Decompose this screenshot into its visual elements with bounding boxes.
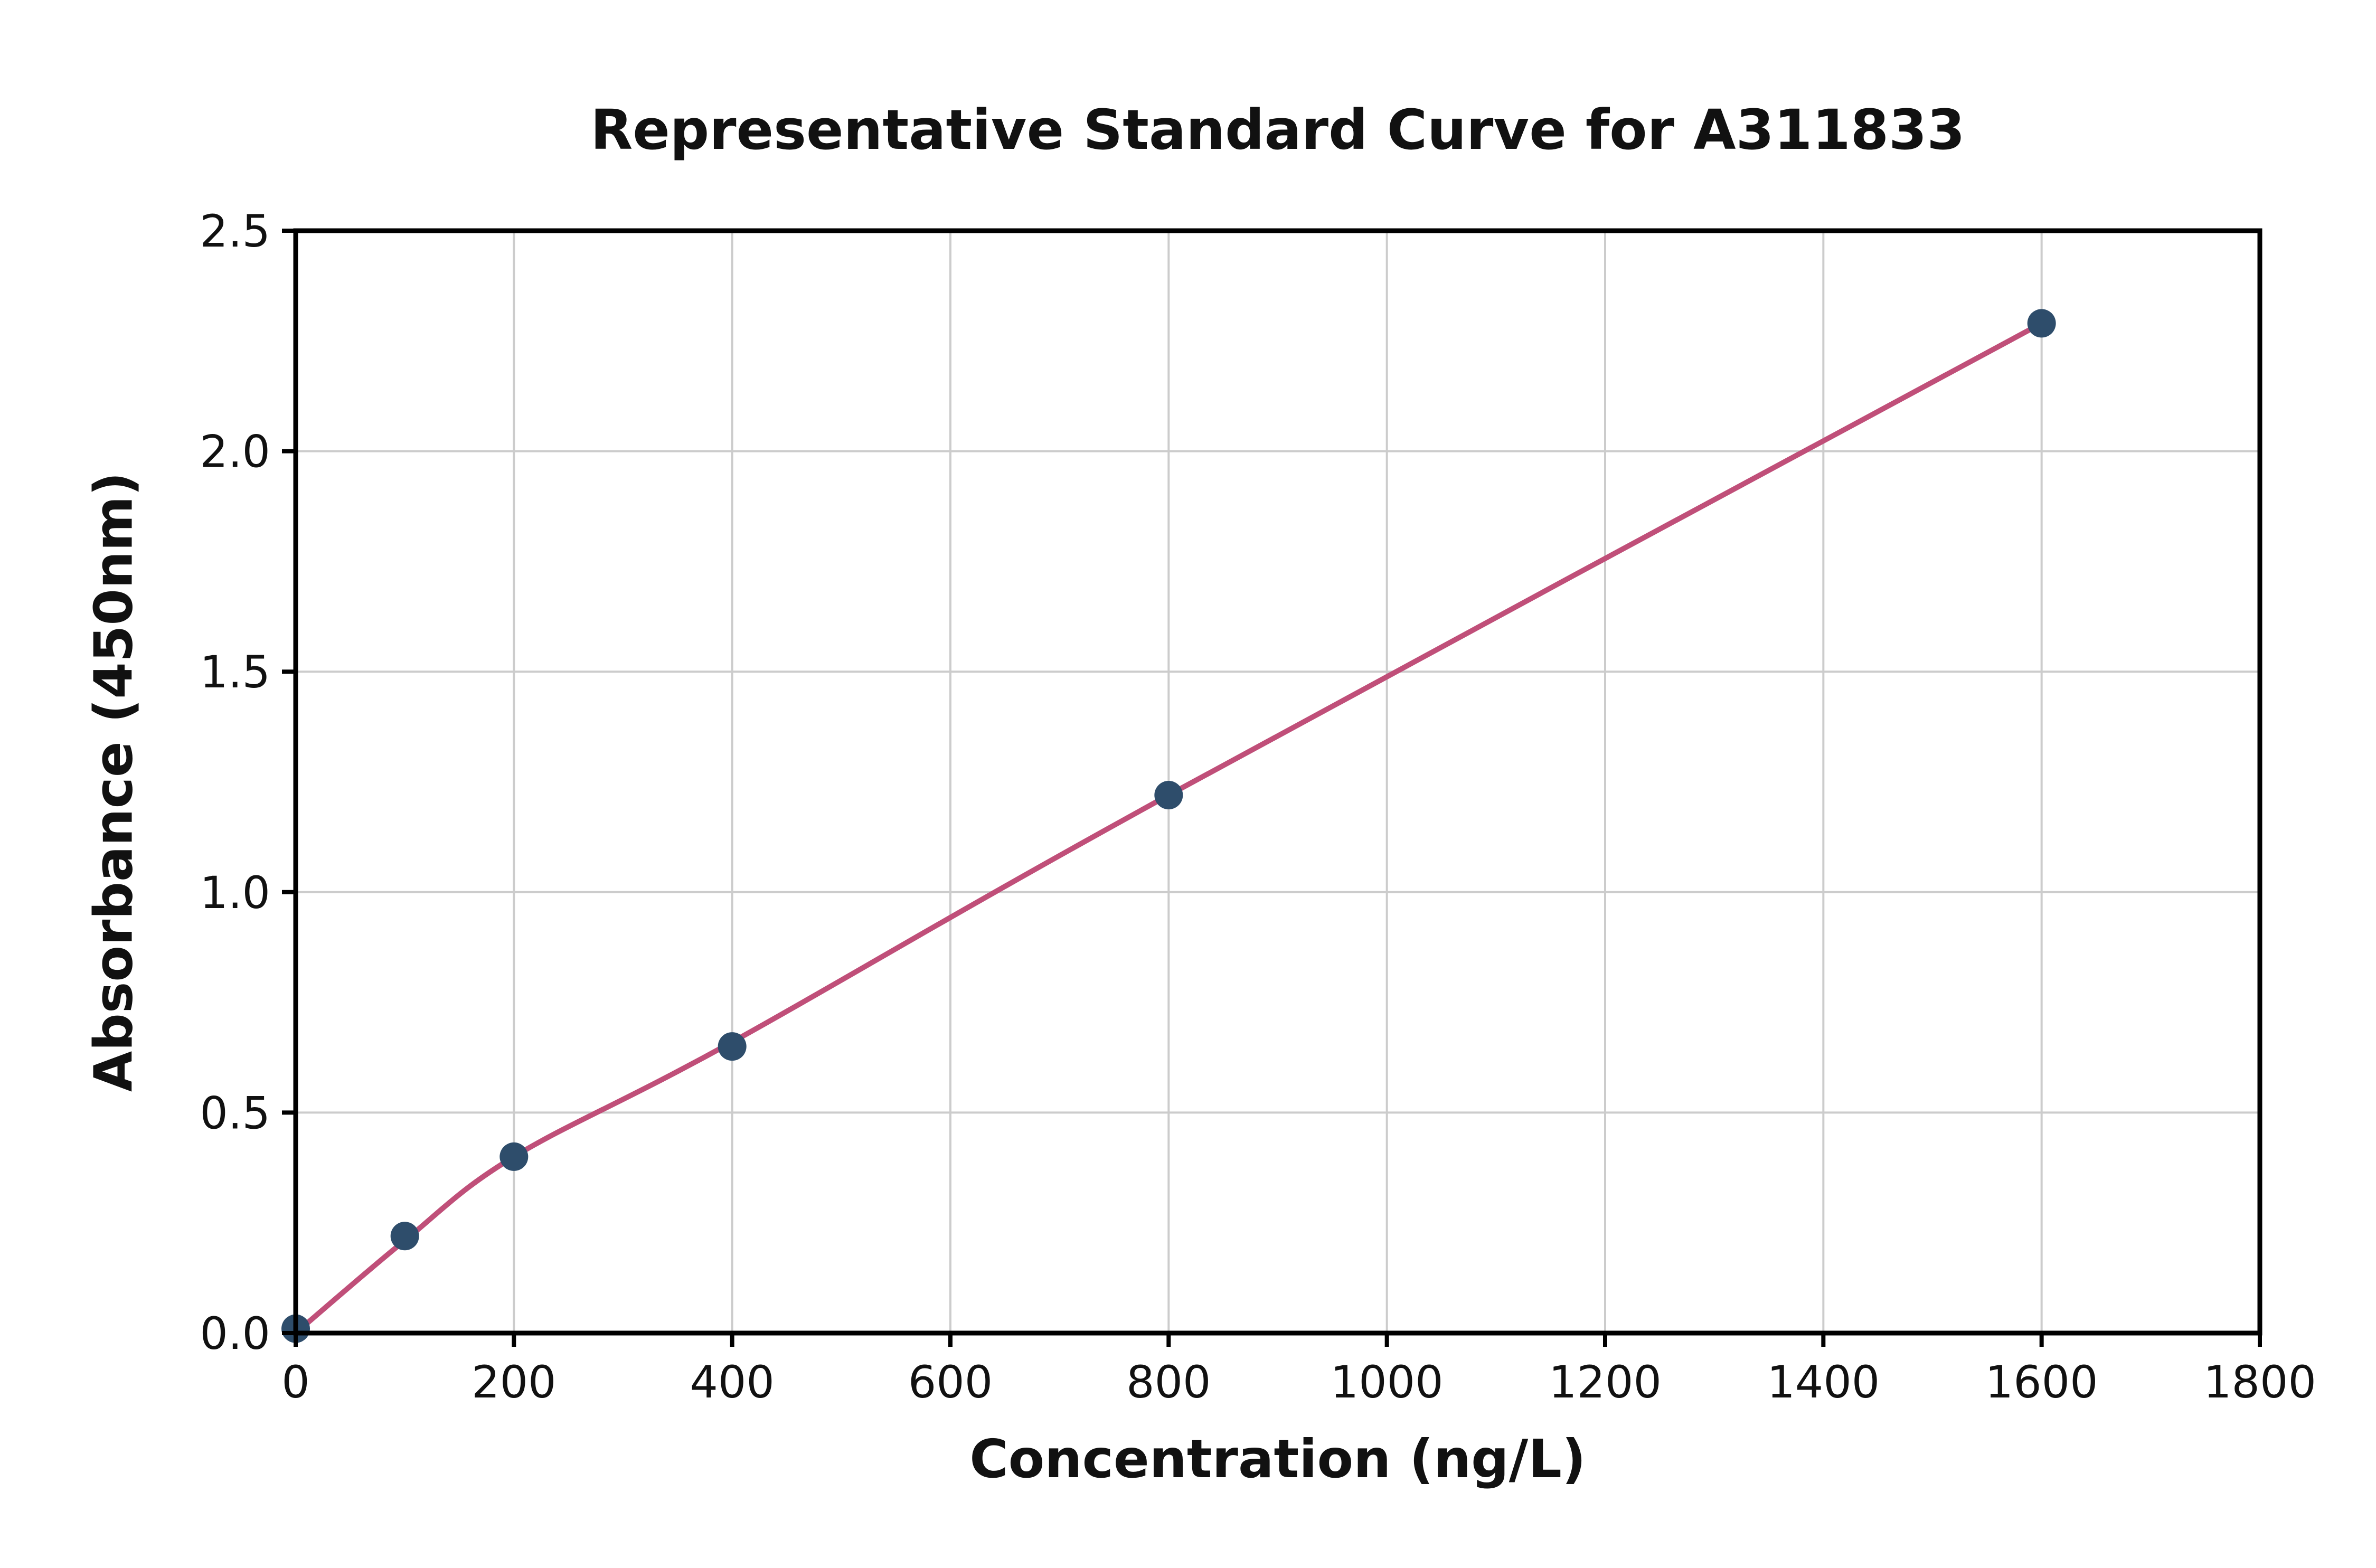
y-tick-label: 0.0: [200, 1308, 270, 1359]
chart-title: Representative Standard Curve for A31183…: [590, 98, 1965, 162]
x-axis-label: Concentration (ng/L): [969, 1428, 1586, 1490]
x-tick-label: 1000: [1331, 1356, 1444, 1408]
y-tick-label: 1.0: [200, 867, 270, 919]
x-tick-label: 200: [472, 1356, 556, 1408]
x-tick-label: 1800: [2203, 1356, 2316, 1408]
standard-data-points: [2027, 309, 2056, 338]
y-tick-label: 2.5: [200, 205, 270, 257]
y-axis-label: Absorbance (450nm): [82, 471, 145, 1092]
x-tick-label: 1600: [1985, 1356, 2098, 1408]
x-tick-label: 400: [690, 1356, 774, 1408]
fitted-standard-curve: [293, 320, 2044, 1336]
x-tick-label: 600: [908, 1356, 993, 1408]
x-tick-label: 0: [281, 1356, 309, 1408]
standard-data-points: [390, 1222, 419, 1251]
plot-border: [293, 228, 2262, 1336]
x-tick-label: 1400: [1767, 1356, 1880, 1408]
x-tick-label: 1200: [1549, 1356, 1662, 1408]
standard-data-points: [1154, 781, 1183, 810]
y-tick-label: 2.0: [200, 426, 270, 478]
y-tick-label: 0.5: [200, 1087, 270, 1139]
standard-data-points: [499, 1142, 529, 1171]
standard-data-points: [718, 1032, 747, 1061]
y-tick-label: 1.5: [200, 646, 270, 698]
x-tick-label: 800: [1126, 1356, 1211, 1408]
